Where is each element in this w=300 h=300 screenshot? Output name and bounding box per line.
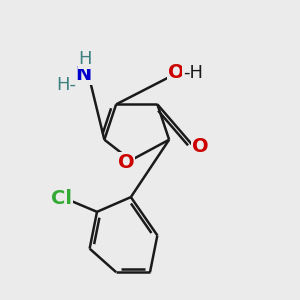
Text: H-: H- [56, 76, 76, 94]
Text: N: N [76, 65, 92, 84]
Text: O: O [118, 154, 134, 172]
Text: H: H [79, 50, 92, 68]
Text: O: O [192, 137, 208, 156]
Text: -H: -H [183, 64, 203, 82]
Text: Cl: Cl [51, 189, 72, 208]
Text: O: O [168, 63, 185, 82]
